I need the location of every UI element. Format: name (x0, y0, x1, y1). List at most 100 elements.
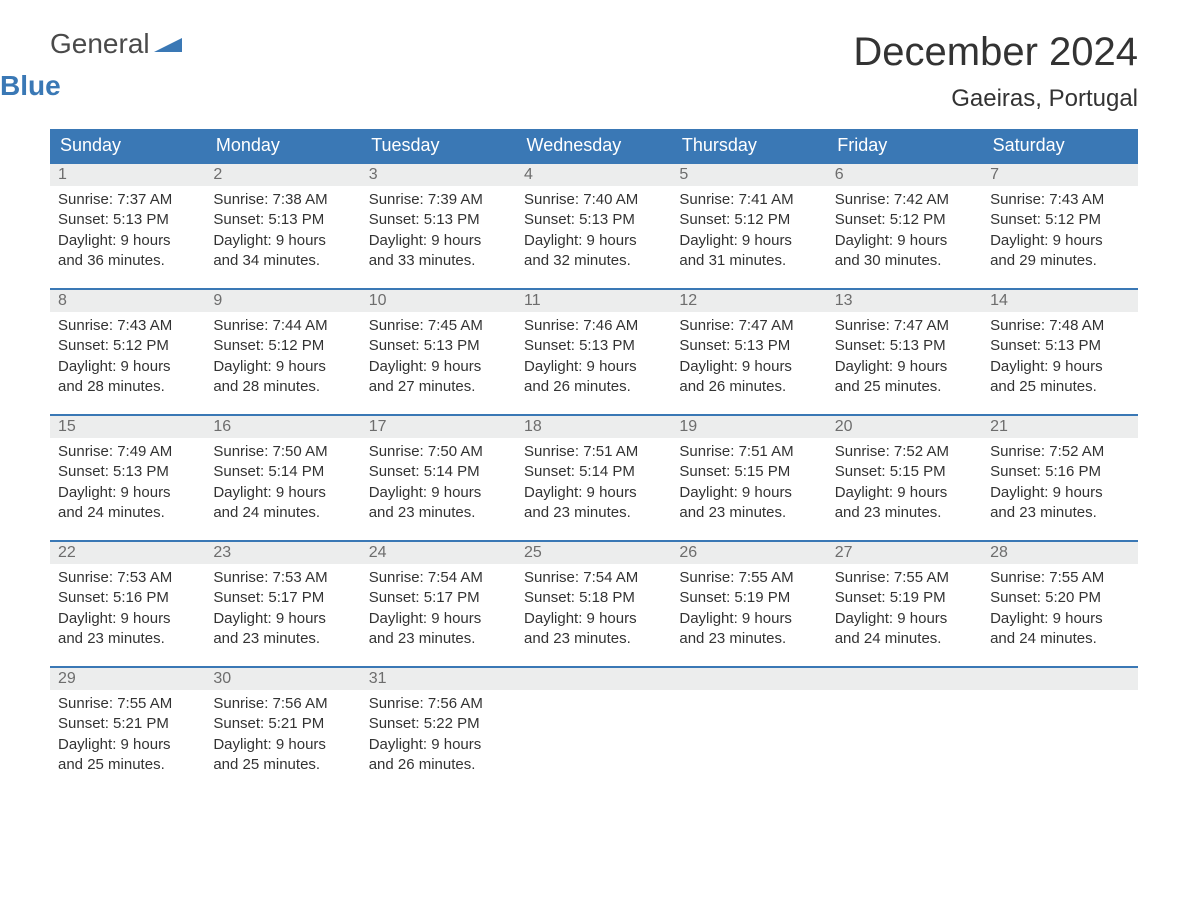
day-number-strip (516, 668, 671, 690)
day-daylight1: Daylight: 9 hours (990, 357, 1129, 377)
day-daylight2: and 28 minutes. (213, 377, 352, 397)
day-daylight1: Daylight: 9 hours (990, 231, 1129, 251)
day-sunrise: Sunrise: 7:47 AM (835, 316, 974, 336)
calendar-day-cell: 22Sunrise: 7:53 AMSunset: 5:16 PMDayligh… (50, 541, 205, 667)
calendar-day-cell: 8Sunrise: 7:43 AMSunset: 5:12 PMDaylight… (50, 289, 205, 415)
day-number: 13 (827, 290, 982, 312)
day-number: 31 (361, 668, 516, 690)
day-content: Sunrise: 7:48 AMSunset: 5:13 PMDaylight:… (982, 312, 1137, 403)
day-sunset: Sunset: 5:12 PM (679, 210, 818, 230)
day-daylight1: Daylight: 9 hours (213, 735, 352, 755)
day-number: 24 (361, 542, 516, 564)
day-number: 26 (671, 542, 826, 564)
day-content: Sunrise: 7:56 AMSunset: 5:22 PMDaylight:… (361, 690, 516, 781)
calendar-day-cell: 31Sunrise: 7:56 AMSunset: 5:22 PMDayligh… (361, 667, 516, 793)
day-sunset: Sunset: 5:19 PM (835, 588, 974, 608)
calendar-week-row: 29Sunrise: 7:55 AMSunset: 5:21 PMDayligh… (50, 667, 1138, 793)
calendar-day-cell (827, 667, 982, 793)
day-content: Sunrise: 7:42 AMSunset: 5:12 PMDaylight:… (827, 186, 982, 277)
weekday-header-row: Sunday Monday Tuesday Wednesday Thursday… (50, 129, 1138, 163)
day-sunset: Sunset: 5:19 PM (679, 588, 818, 608)
calendar-day-cell: 27Sunrise: 7:55 AMSunset: 5:19 PMDayligh… (827, 541, 982, 667)
weekday-tuesday: Tuesday (361, 129, 516, 163)
day-number: 2 (205, 164, 360, 186)
day-daylight1: Daylight: 9 hours (679, 357, 818, 377)
day-number: 23 (205, 542, 360, 564)
day-daylight1: Daylight: 9 hours (524, 483, 663, 503)
day-number: 27 (827, 542, 982, 564)
day-sunset: Sunset: 5:15 PM (679, 462, 818, 482)
day-content: Sunrise: 7:52 AMSunset: 5:16 PMDaylight:… (982, 438, 1137, 529)
location: Gaeiras, Portugal (853, 85, 1138, 113)
day-sunset: Sunset: 5:17 PM (213, 588, 352, 608)
day-daylight1: Daylight: 9 hours (524, 357, 663, 377)
day-daylight2: and 23 minutes. (524, 503, 663, 523)
day-daylight2: and 25 minutes. (990, 377, 1129, 397)
day-daylight2: and 33 minutes. (369, 251, 508, 271)
day-daylight2: and 23 minutes. (213, 629, 352, 649)
calendar-day-cell: 28Sunrise: 7:55 AMSunset: 5:20 PMDayligh… (982, 541, 1137, 667)
day-sunrise: Sunrise: 7:56 AM (213, 694, 352, 714)
day-content: Sunrise: 7:51 AMSunset: 5:14 PMDaylight:… (516, 438, 671, 529)
day-sunrise: Sunrise: 7:47 AM (679, 316, 818, 336)
logo-word1: General (50, 30, 150, 58)
day-daylight1: Daylight: 9 hours (369, 609, 508, 629)
day-content: Sunrise: 7:37 AMSunset: 5:13 PMDaylight:… (50, 186, 205, 277)
day-daylight1: Daylight: 9 hours (58, 231, 197, 251)
day-sunset: Sunset: 5:20 PM (990, 588, 1129, 608)
day-daylight2: and 26 minutes. (679, 377, 818, 397)
day-number: 18 (516, 416, 671, 438)
calendar-week-row: 8Sunrise: 7:43 AMSunset: 5:12 PMDaylight… (50, 289, 1138, 415)
day-daylight2: and 30 minutes. (835, 251, 974, 271)
day-sunset: Sunset: 5:13 PM (835, 336, 974, 356)
day-daylight2: and 23 minutes. (369, 629, 508, 649)
day-content: Sunrise: 7:43 AMSunset: 5:12 PMDaylight:… (50, 312, 205, 403)
day-daylight1: Daylight: 9 hours (213, 483, 352, 503)
day-content: Sunrise: 7:55 AMSunset: 5:21 PMDaylight:… (50, 690, 205, 781)
day-number: 12 (671, 290, 826, 312)
calendar-day-cell: 23Sunrise: 7:53 AMSunset: 5:17 PMDayligh… (205, 541, 360, 667)
weekday-sunday: Sunday (50, 129, 205, 163)
day-sunset: Sunset: 5:17 PM (369, 588, 508, 608)
day-daylight2: and 32 minutes. (524, 251, 663, 271)
day-daylight2: and 24 minutes. (990, 629, 1129, 649)
day-number: 29 (50, 668, 205, 690)
day-number: 6 (827, 164, 982, 186)
day-sunrise: Sunrise: 7:44 AM (213, 316, 352, 336)
day-daylight1: Daylight: 9 hours (524, 609, 663, 629)
day-daylight2: and 25 minutes. (835, 377, 974, 397)
day-sunrise: Sunrise: 7:40 AM (524, 190, 663, 210)
calendar-day-cell: 2Sunrise: 7:38 AMSunset: 5:13 PMDaylight… (205, 163, 360, 289)
calendar-day-cell: 11Sunrise: 7:46 AMSunset: 5:13 PMDayligh… (516, 289, 671, 415)
calendar-day-cell: 9Sunrise: 7:44 AMSunset: 5:12 PMDaylight… (205, 289, 360, 415)
day-sunrise: Sunrise: 7:50 AM (213, 442, 352, 462)
day-sunset: Sunset: 5:13 PM (369, 210, 508, 230)
day-sunset: Sunset: 5:14 PM (369, 462, 508, 482)
day-daylight2: and 28 minutes. (58, 377, 197, 397)
day-content: Sunrise: 7:49 AMSunset: 5:13 PMDaylight:… (50, 438, 205, 529)
day-sunrise: Sunrise: 7:45 AM (369, 316, 508, 336)
day-sunrise: Sunrise: 7:52 AM (990, 442, 1129, 462)
day-daylight1: Daylight: 9 hours (369, 231, 508, 251)
day-content: Sunrise: 7:46 AMSunset: 5:13 PMDaylight:… (516, 312, 671, 403)
calendar-day-cell: 17Sunrise: 7:50 AMSunset: 5:14 PMDayligh… (361, 415, 516, 541)
day-content: Sunrise: 7:53 AMSunset: 5:16 PMDaylight:… (50, 564, 205, 655)
day-daylight1: Daylight: 9 hours (213, 231, 352, 251)
calendar-day-cell: 5Sunrise: 7:41 AMSunset: 5:12 PMDaylight… (671, 163, 826, 289)
day-sunrise: Sunrise: 7:46 AM (524, 316, 663, 336)
day-content: Sunrise: 7:51 AMSunset: 5:15 PMDaylight:… (671, 438, 826, 529)
calendar-day-cell: 1Sunrise: 7:37 AMSunset: 5:13 PMDaylight… (50, 163, 205, 289)
day-number: 8 (50, 290, 205, 312)
day-sunset: Sunset: 5:13 PM (990, 336, 1129, 356)
day-sunrise: Sunrise: 7:39 AM (369, 190, 508, 210)
day-content: Sunrise: 7:39 AMSunset: 5:13 PMDaylight:… (361, 186, 516, 277)
day-sunrise: Sunrise: 7:37 AM (58, 190, 197, 210)
day-daylight1: Daylight: 9 hours (369, 357, 508, 377)
day-content: Sunrise: 7:43 AMSunset: 5:12 PMDaylight:… (982, 186, 1137, 277)
day-content: Sunrise: 7:41 AMSunset: 5:12 PMDaylight:… (671, 186, 826, 277)
day-sunset: Sunset: 5:15 PM (835, 462, 974, 482)
calendar-body: 1Sunrise: 7:37 AMSunset: 5:13 PMDaylight… (50, 163, 1138, 793)
day-sunrise: Sunrise: 7:55 AM (679, 568, 818, 588)
day-daylight1: Daylight: 9 hours (213, 357, 352, 377)
flag-icon (154, 32, 182, 56)
